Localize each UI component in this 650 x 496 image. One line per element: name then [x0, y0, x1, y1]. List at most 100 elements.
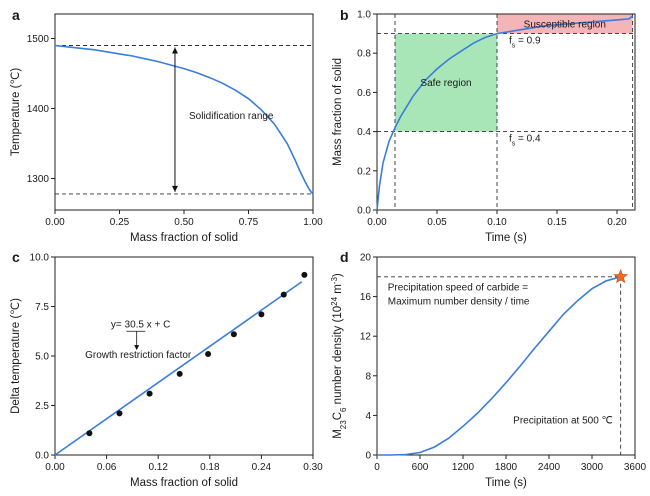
data-point: [86, 430, 93, 437]
y-tick-label: 20: [360, 253, 372, 264]
axes-frame: [54, 13, 314, 211]
y-tick-label: 16: [360, 292, 372, 303]
y-axis-label: M23C6 number density (1024 m-3): [330, 273, 348, 439]
series-line: [377, 276, 621, 456]
y-axis-label: Mass fraction of solid: [332, 58, 344, 166]
panel-letter: c: [12, 249, 20, 265]
x-tick-label: 0.24: [252, 462, 272, 473]
data-point: [205, 351, 212, 358]
x-tick-label: 0.12: [148, 462, 168, 473]
y-tick-label: 10.0: [30, 253, 50, 264]
annotation-part: f: [509, 133, 512, 144]
y-tick-label: 0.4: [357, 127, 371, 138]
fit-line: [54, 281, 303, 456]
x-tick-label: 0.00: [45, 217, 65, 228]
x-tick-label: 1800: [495, 462, 518, 473]
y-tick-label: 8: [365, 371, 371, 382]
panel-letter: a: [12, 7, 20, 23]
y-axis-label-part: 24: [330, 296, 339, 305]
y-tick-label: 0.8: [357, 49, 371, 60]
x-tick-label: 0.50: [174, 217, 194, 228]
annotation: Solidification range: [189, 111, 274, 122]
annotation-part: f: [509, 35, 512, 46]
y-axis-label-part: m: [332, 284, 344, 297]
annotation: fs = 0.9: [509, 35, 541, 49]
annotation-part: s: [512, 42, 516, 49]
x-axis-label: Time (s): [485, 477, 527, 489]
x-tick-label: 0.05: [427, 217, 447, 228]
annotation-part: = 0.4: [515, 133, 541, 144]
panel-d: d 0 600 1200 1800 2400 3000 3600 0 4 8 12 16 20 Time (…: [330, 249, 647, 489]
panel-b: b 0.00 0.05 0.10 0.15 0.20 0.0 0.2 0.4 0.6 0.8 1.0 T…: [332, 7, 636, 244]
annotation: fs = 0.4: [509, 133, 541, 147]
y-axis-label: Delta temperature (℃): [10, 298, 22, 414]
y-tick-label: 0.0: [357, 206, 371, 217]
y-tick-label: 0.0: [35, 451, 49, 462]
y-tick-label: 12: [360, 332, 372, 343]
panel-a: a 0.00 0.25 0.50 0.75 1.00 1300 1400 1500 Mass fr…: [10, 7, 323, 244]
data-point: [176, 370, 183, 377]
slope-arrow-head: [134, 345, 140, 351]
annotation: Precipitation speed of carbide =: [388, 283, 529, 294]
x-tick-label: 0.25: [110, 217, 130, 228]
y-axis-label-part: 6: [339, 407, 348, 412]
x-tick-label: 1.00: [303, 217, 323, 228]
y-tick-label: 1.0: [357, 10, 371, 21]
panel-letter: d: [340, 249, 349, 265]
y-tick-label: 5.0: [35, 352, 49, 363]
x-tick-label: 0.20: [607, 217, 627, 228]
x-axis-label: Mass fraction of solid: [130, 232, 238, 244]
annotation: Maximum number density / time: [388, 297, 530, 308]
y-tick-label: 4: [365, 411, 371, 422]
y-tick-label: 7.5: [35, 302, 49, 313]
y-axis-label-part: M: [332, 429, 344, 439]
x-axis-label: Time (s): [485, 232, 527, 244]
data-point: [280, 291, 287, 298]
y-tick-label: 2.5: [35, 401, 49, 412]
x-tick-label: 0.30: [303, 462, 323, 473]
x-tick-label: 0.10: [487, 217, 507, 228]
data-point: [230, 331, 237, 338]
x-tick-label: 0.15: [547, 217, 567, 228]
range-arrow-head-top: [171, 47, 178, 54]
panel-letter: b: [340, 7, 349, 23]
y-tick-label: 0: [365, 451, 371, 462]
annotation: Growth restriction factor: [85, 350, 192, 361]
x-tick-label: 3000: [581, 462, 604, 473]
annotation: Precipitation at 500 ℃: [513, 415, 613, 426]
data-point: [146, 390, 153, 397]
x-tick-label: 0.06: [97, 462, 117, 473]
series-line: [54, 44, 314, 195]
panel-c: c 0.00 0.06 0.12 0.18 0.24 0.30 0.0 2.5 5.0 7.5 10.…: [10, 249, 323, 489]
y-tick-label: 1400: [27, 104, 50, 115]
annotation-part: s: [512, 140, 516, 147]
x-tick-label: 0.00: [45, 462, 65, 473]
y-axis-label-part: ): [332, 273, 344, 277]
x-tick-label: 0.18: [200, 462, 220, 473]
x-tick-label: 0.75: [239, 217, 259, 228]
range-arrow-head-bottom: [171, 185, 178, 192]
axes-frame: [376, 13, 636, 211]
star-marker: [613, 268, 629, 284]
x-tick-label: 600: [412, 462, 429, 473]
y-tick-label: 1300: [27, 174, 50, 185]
x-tick-label: 3600: [624, 462, 647, 473]
y-tick-label: 1500: [27, 34, 50, 45]
region-label: Safe region: [420, 78, 471, 89]
y-tick-label: 0.6: [357, 88, 371, 99]
annotation: y= 30.5 x + C: [111, 319, 170, 330]
annotation-part: = 0.9: [515, 35, 541, 46]
region-safe-region: [395, 33, 497, 132]
data-point: [116, 410, 123, 417]
y-axis-label-part: C: [332, 412, 344, 420]
y-axis-label-part: 23: [339, 420, 348, 429]
x-tick-label: 0.00: [367, 217, 387, 228]
data-point: [258, 311, 265, 318]
series-line: [376, 15, 634, 211]
y-axis-label-part: -3: [330, 277, 339, 285]
data-point: [301, 271, 308, 278]
y-axis-label-part: number density (10: [332, 306, 344, 408]
region-label: Susceptible region: [524, 19, 606, 30]
y-axis-label: Temperature (℃): [10, 68, 22, 156]
